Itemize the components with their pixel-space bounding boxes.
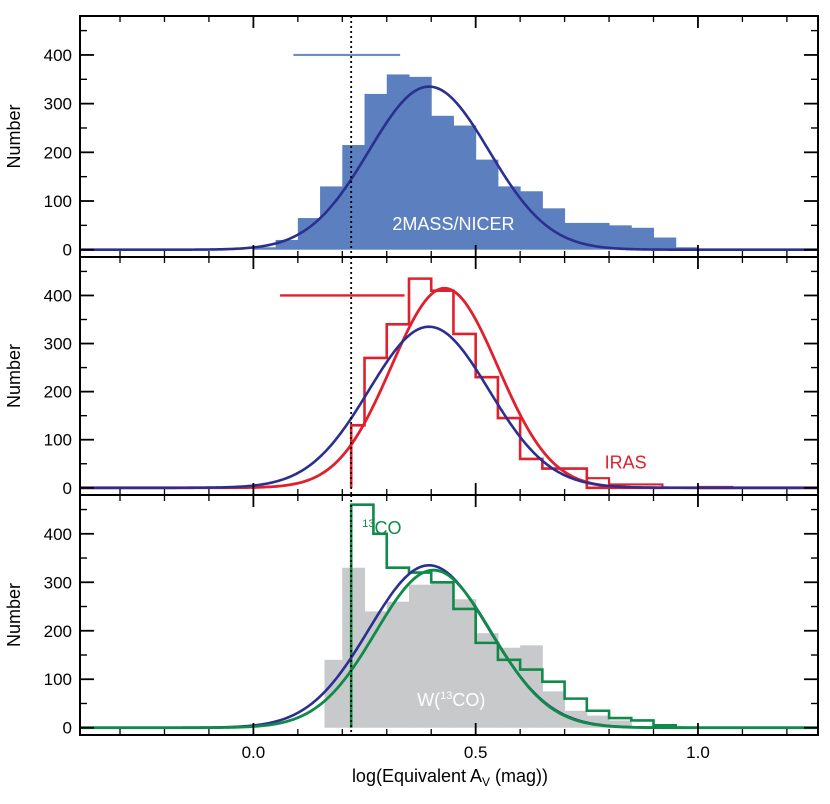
panel-iras: 0 100 200 300 400 Number IRAS: [4, 256, 819, 498]
x-axis-title-sub: V: [482, 775, 490, 789]
panel-label: IRAS: [605, 453, 647, 473]
x-axis: 0.0 0.5 1.0: [242, 743, 710, 762]
hist-bar: [653, 237, 677, 250]
hist-bar: [609, 225, 632, 250]
y-tick-label: 200: [44, 143, 72, 162]
hist-bar: [386, 601, 410, 728]
panel-label-secondary-tail: CO): [452, 690, 485, 710]
y-tick-label: 300: [44, 335, 72, 354]
x-axis-title-main: log(Equivalent A: [352, 766, 482, 786]
panels-group: 0 100 200 300 400 Number 2MASS/NICER 0 100 200 300…: [4, 15, 819, 738]
y-tick-label: 400: [44, 46, 72, 65]
gaussian-fit-curve: [80, 85, 818, 251]
hist-bar: [342, 145, 366, 250]
y-tick-label: 100: [44, 670, 72, 689]
x-axis-title: log(Equivalent AV (mag)): [352, 766, 548, 789]
x-tick-label: 1.0: [686, 743, 710, 762]
plot-area: [80, 16, 818, 257]
gaussian-fit-curve: [80, 568, 818, 730]
hist-bar: [342, 567, 366, 728]
panel-frame: [79, 494, 819, 736]
x-tick-label: 0.5: [464, 743, 488, 762]
x-tick-label: 0.0: [242, 743, 266, 762]
step-histogram-tail: [586, 477, 611, 488]
y-tick-label: 300: [44, 95, 72, 114]
hist-bar: [453, 599, 477, 728]
y-tick-label: 0: [63, 479, 72, 498]
hist-bar: [408, 76, 432, 250]
hist-bar: [453, 125, 477, 250]
hist-bar: [586, 222, 610, 250]
y-tick-label: 200: [44, 383, 72, 402]
y-tick-label: 200: [44, 622, 72, 641]
panel-label-sup: 13: [362, 518, 374, 530]
hist-bar: [386, 74, 410, 250]
hist-bar: [320, 186, 343, 250]
y-tick-label: 0: [63, 719, 72, 738]
hist-bar: [253, 247, 277, 250]
y-tick-label: 100: [44, 431, 72, 450]
y-axis-title: Number: [4, 104, 24, 168]
gaussian-fit-curve: [80, 286, 818, 490]
hist-bar: [297, 218, 321, 250]
gaussian-fit-curve: [80, 325, 818, 490]
panel-label-secondary-main: W(: [417, 690, 440, 710]
panel-label-main: CO: [375, 518, 402, 538]
plot-area: [80, 257, 818, 495]
y-tick-label: 100: [44, 192, 72, 211]
y-tick-label: 300: [44, 573, 72, 592]
panel-label-secondary-sup: 13: [440, 690, 452, 702]
panel-2mass-nicer: 0 100 200 300 400 Number 2MASS/NICER: [4, 15, 819, 260]
y-tick-label: 400: [44, 286, 72, 305]
hist-bar: [431, 582, 454, 728]
y-axis-title: Number: [4, 583, 24, 647]
panel-label-secondary: W(13CO): [417, 690, 485, 710]
hist-bar: [475, 159, 499, 250]
y-tick-label: 400: [44, 525, 72, 544]
hist-bar: [364, 93, 388, 250]
hist-bar: [609, 720, 632, 728]
plot-area: [80, 495, 818, 735]
hist-bar: [275, 239, 299, 250]
hist-bar: [408, 584, 432, 728]
panel-label: 13CO: [362, 518, 401, 538]
hist-bar: [564, 222, 588, 250]
step-histogram: [349, 503, 698, 730]
panel-label: 2MASS/NICER: [392, 214, 514, 234]
hist-bar: [520, 645, 543, 728]
y-axis-title: Number: [4, 344, 24, 408]
x-axis-title-tail: (mag)): [490, 766, 548, 786]
hist-bar: [542, 208, 566, 250]
hist-bar: [431, 115, 454, 250]
hist-bar: [497, 186, 521, 250]
hist-bar: [631, 227, 655, 250]
panel-frame: [79, 256, 819, 496]
hist-bar: [475, 633, 499, 728]
y-tick-label: 0: [63, 241, 72, 260]
